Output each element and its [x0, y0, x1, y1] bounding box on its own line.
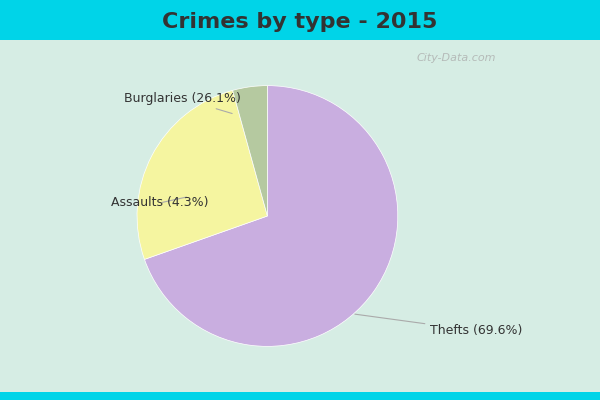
Text: Thefts (69.6%): Thefts (69.6%) [355, 314, 523, 337]
Wedge shape [137, 90, 268, 259]
Text: Assaults (4.3%): Assaults (4.3%) [111, 196, 208, 210]
Text: Crimes by type - 2015: Crimes by type - 2015 [163, 12, 437, 32]
Wedge shape [145, 86, 398, 346]
Text: Burglaries (26.1%): Burglaries (26.1%) [124, 92, 241, 114]
Text: City-Data.com: City-Data.com [416, 53, 496, 63]
Wedge shape [233, 86, 268, 216]
